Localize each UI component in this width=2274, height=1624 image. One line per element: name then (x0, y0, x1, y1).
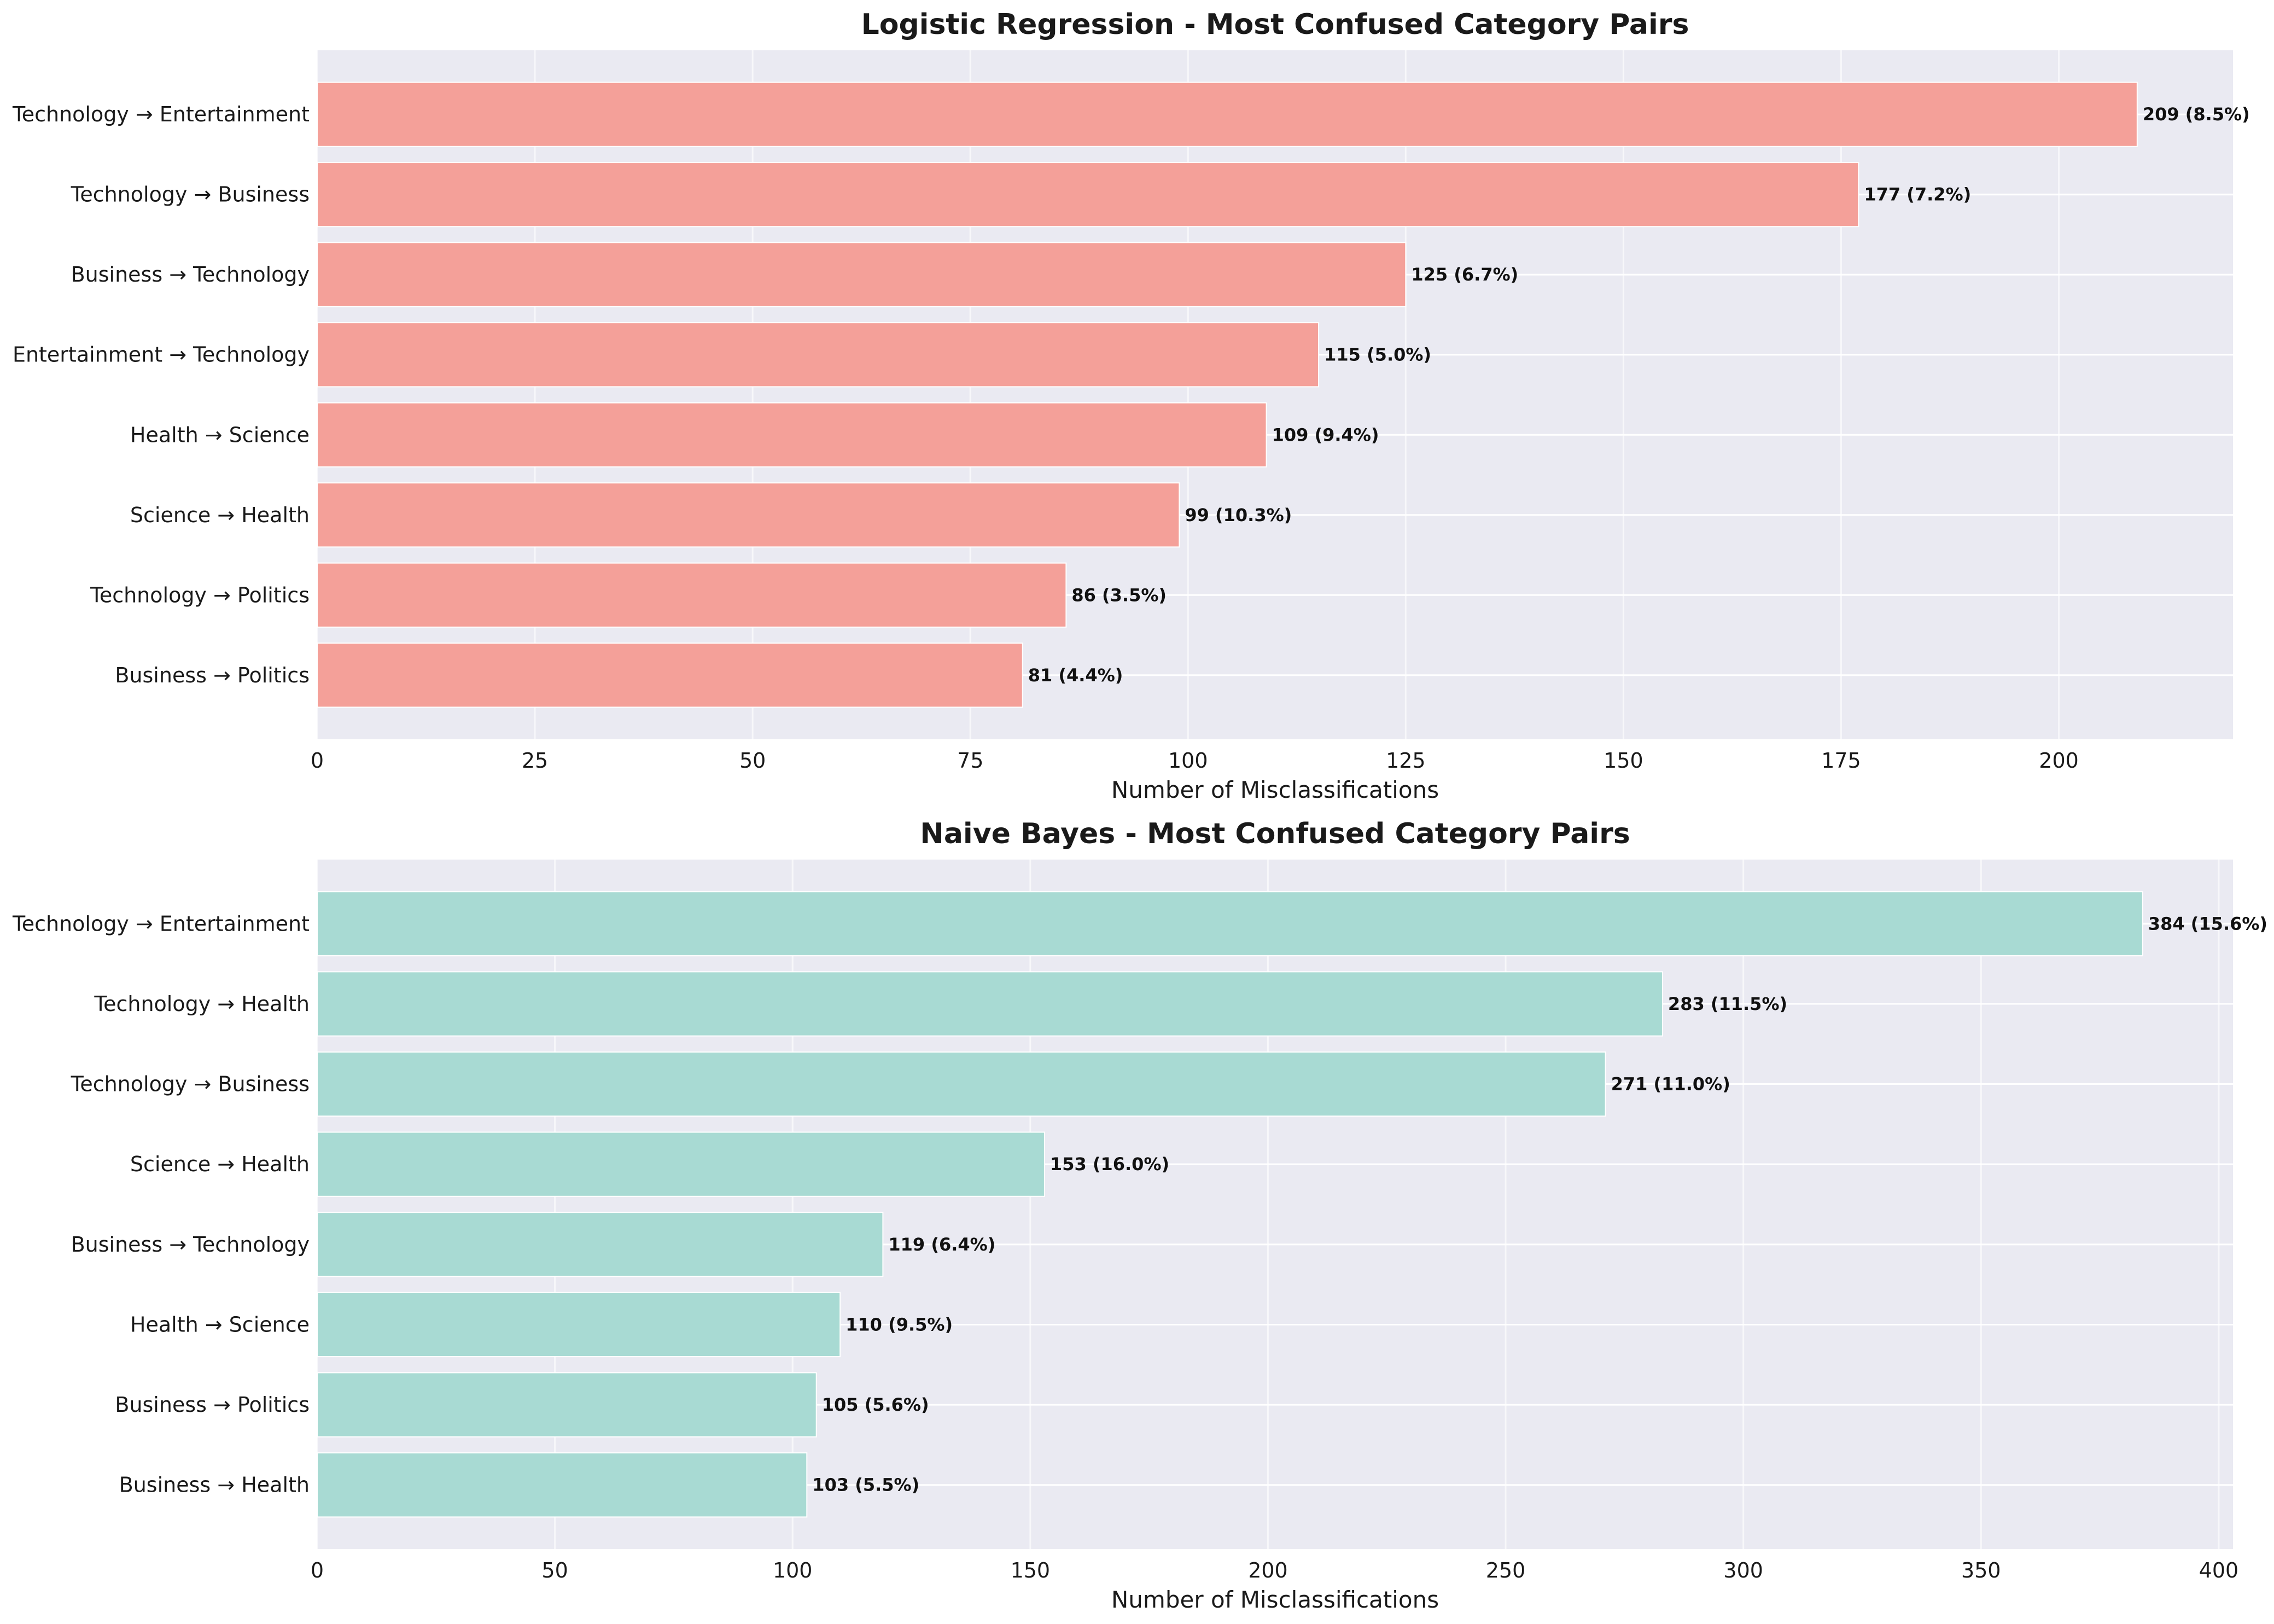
data-label: 384 (15.6%) (2148, 913, 2267, 934)
category-label: Technology → Health (94, 992, 310, 1016)
bar (317, 562, 1067, 628)
category-label: Business → Technology (71, 262, 310, 287)
x-tick-label: 0 (311, 1558, 324, 1582)
category-label: Technology → Entertainment (12, 102, 310, 126)
category-labels: Technology → Entertainment Technology → B… (12, 102, 310, 687)
data-label: 283 (11.5%) (1668, 994, 1787, 1014)
bar (317, 1212, 884, 1277)
data-label: 86 (3.5%) (1071, 585, 1167, 605)
data-label: 99 (10.3%) (1185, 505, 1292, 525)
plot-area (317, 860, 2233, 1549)
x-tick-label: 25 (522, 749, 548, 773)
x-tick-label: 100 (773, 1558, 813, 1582)
x-tick-label: 50 (541, 1558, 568, 1582)
x-tick-label: 125 (1386, 749, 1426, 773)
naive-bayes-chart: 384 (15.6%) 283 (11.5%) 271 (11.0%) 153 (16… (12, 817, 2267, 1613)
bar (317, 482, 1180, 548)
logistic-regression-chart: 209 (8.5%) 177 (7.2%) 125 (6.7%) 115 (5.0%)… (12, 8, 2250, 803)
bar (317, 642, 1023, 708)
category-label: Technology → Entertainment (12, 912, 310, 936)
bar (317, 322, 1320, 388)
category-label: Science → Health (130, 503, 310, 527)
x-tick-labels: 0 50 100 150 200 250 300 350 400 (311, 1558, 2238, 1582)
plot-area (317, 50, 2233, 739)
bar (317, 1051, 1606, 1117)
data-label: 271 (11.0%) (1611, 1074, 1730, 1095)
x-tick-label: 200 (2039, 749, 2079, 773)
bar (317, 1292, 841, 1358)
category-label: Business → Health (119, 1473, 310, 1497)
x-tick-label: 400 (2199, 1558, 2239, 1582)
category-label: Business → Politics (115, 663, 310, 687)
bar (317, 1131, 1045, 1197)
category-label: Entertainment → Technology (13, 343, 310, 367)
x-tick-labels: 0 25 50 75 100 125 150 175 200 (311, 749, 2079, 773)
bar (317, 242, 1407, 307)
bar (317, 891, 2143, 956)
data-label: 110 (9.5%) (846, 1314, 953, 1335)
x-tick-label: 300 (1723, 1558, 1763, 1582)
x-tick-label: 175 (1821, 749, 1861, 773)
category-label: Health → Science (130, 1312, 310, 1336)
x-tick-label: 200 (1248, 1558, 1288, 1582)
data-labels: 384 (15.6%) 283 (11.5%) 271 (11.0%) 153 (16… (812, 913, 2267, 1495)
x-tick-label: 75 (957, 749, 983, 773)
data-label: 81 (4.4%) (1028, 665, 1123, 686)
category-label: Business → Politics (115, 1393, 310, 1417)
chart-title: Naive Bayes - Most Confused Category Pai… (920, 817, 1630, 850)
x-tick-label: 100 (1168, 749, 1208, 773)
data-labels: 209 (8.5%) 177 (7.2%) 125 (6.7%) 115 (5.0%)… (1028, 104, 2250, 686)
bar (317, 971, 1663, 1037)
bars (317, 891, 2143, 1518)
data-label: 119 (6.4%) (888, 1234, 995, 1255)
data-label: 209 (8.5%) (2143, 104, 2250, 125)
x-tick-label: 350 (1961, 1558, 2001, 1582)
bar (317, 162, 1859, 227)
x-tick-label: 150 (1011, 1558, 1051, 1582)
x-tick-label: 250 (1486, 1558, 1526, 1582)
data-label: 153 (16.0%) (1050, 1154, 1169, 1175)
data-label: 115 (5.0%) (1324, 344, 1431, 365)
x-tick-label: 0 (311, 749, 324, 773)
bars (317, 81, 2138, 708)
x-tick-label: 150 (1604, 749, 1643, 773)
category-labels: Technology → Entertainment Technology → H… (12, 912, 310, 1497)
data-label: 109 (9.4%) (1272, 424, 1379, 445)
data-label: 103 (5.5%) (812, 1475, 919, 1496)
chart-title: Logistic Regression - Most Confused Cate… (861, 8, 1689, 41)
category-label: Health → Science (130, 423, 310, 447)
category-label: Technology → Politics (90, 583, 310, 607)
data-label: 105 (5.6%) (822, 1394, 929, 1415)
bar (317, 81, 2138, 147)
bar (317, 402, 1267, 468)
x-axis-label: Number of Misclassifications (1111, 1586, 1439, 1613)
x-tick-label: 50 (739, 749, 766, 773)
data-label: 177 (7.2%) (1864, 184, 1971, 205)
x-axis-label: Number of Misclassifications (1111, 776, 1439, 803)
category-label: Business → Technology (71, 1232, 310, 1257)
bar (317, 1372, 817, 1438)
category-label: Science → Health (130, 1152, 310, 1176)
category-label: Technology → Business (71, 1072, 310, 1096)
category-label: Technology → Business (71, 183, 310, 207)
data-label: 125 (6.7%) (1411, 264, 1518, 285)
bar (317, 1452, 808, 1518)
